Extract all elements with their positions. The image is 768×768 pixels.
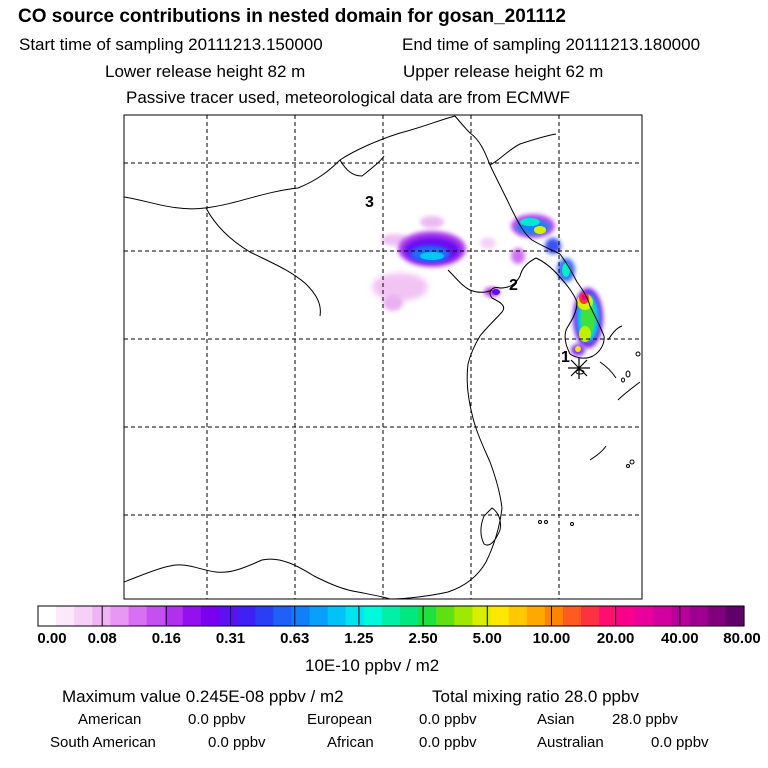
grid-lines (124, 115, 642, 599)
region-european-value: 0.0 ppbv (419, 711, 477, 728)
taiwan-coast (480, 507, 501, 546)
colorbar-tick-label: 80.00 (723, 630, 761, 647)
colorbar-units: 10E-10 ppbv / m2 (305, 656, 440, 675)
colorbar-tick-label: 2.50 (408, 630, 438, 647)
small-islands (538, 351, 641, 526)
colorbar-tick-label: 5.00 (472, 630, 502, 647)
colorbar-tick-label: 10.00 (532, 630, 571, 647)
region-american-value: 0.0 ppbv (188, 711, 246, 728)
tracer-note: Passive tracer used, meteorological data… (126, 88, 571, 107)
region-african-name: African (327, 734, 374, 751)
asterisk-icon (568, 357, 590, 379)
colorbar-tick-label: 0.08 (87, 630, 117, 647)
region-australian-value: 0.0 ppbv (651, 734, 709, 751)
colorbar-tick-label: 40.00 (661, 630, 699, 647)
map-frame (123, 114, 643, 600)
plume-korea (511, 214, 603, 356)
colorbar-tick-label: 1.25 (344, 630, 374, 647)
region-asian-name: Asian (537, 711, 575, 728)
max-value-label: Maximum value 0.245E-08 ppbv / m2 (62, 687, 344, 706)
site-3-label: 3 (365, 194, 374, 211)
region-australian-name: Australian (537, 734, 604, 751)
total-mixing-label: Total mixing ratio 28.0 ppbv (432, 687, 639, 706)
colorbar-tick-label: 0.31 (215, 630, 246, 647)
map-title: CO source contributions in nested domain… (18, 6, 566, 27)
plume-north-china (372, 216, 500, 311)
colorbar-tick-label: 0.63 (280, 630, 310, 647)
colorbar-tick-label: 0.00 (37, 630, 67, 647)
site-2-label: 2 (509, 277, 518, 294)
region-south-american-name: South American (50, 734, 156, 751)
region-south-american-value: 0.0 ppbv (208, 734, 266, 751)
sampling-end-label: End time of sampling 20111213.180000 (402, 35, 701, 54)
region-asian-value: 28.0 ppbv (612, 711, 678, 728)
colorbar-tick-label: 20.00 (596, 630, 635, 647)
sampling-start-label: Start time of sampling 20111213.150000 (19, 35, 323, 54)
coastlines (124, 115, 641, 599)
upper-release-label: Upper release height 62 m (403, 62, 604, 81)
region-european-name: European (307, 711, 373, 728)
region-african-value: 0.0 ppbv (419, 734, 477, 751)
lower-release-label: Lower release height 82 m (105, 62, 306, 81)
region-american-name: American (78, 711, 142, 728)
site-1-label: 1 (561, 349, 570, 366)
colorbar-tick-label: 0.16 (151, 630, 181, 647)
